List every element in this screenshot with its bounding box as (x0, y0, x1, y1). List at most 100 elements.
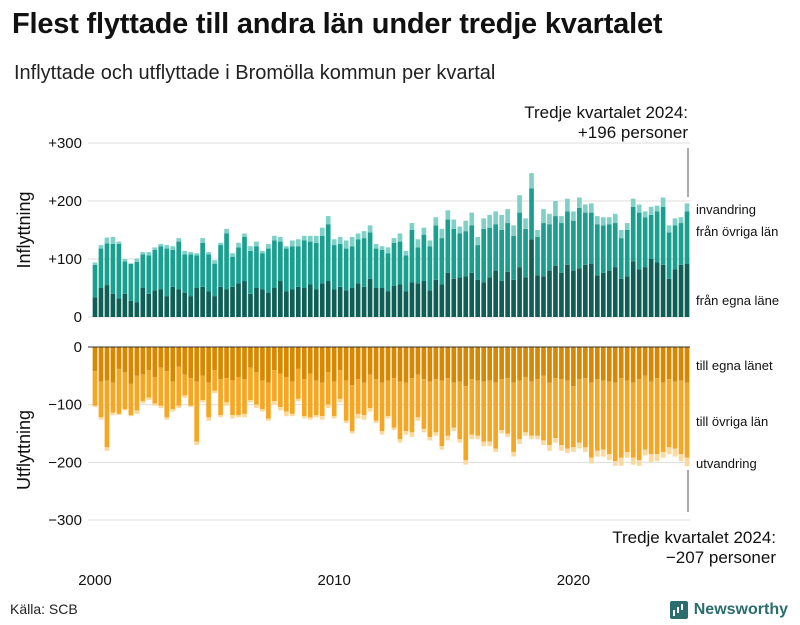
bar-ut-egna (541, 347, 546, 376)
bar-in-invandring (301, 235, 307, 241)
bar-ut-utvandring (373, 420, 379, 424)
bar-in-egna (457, 277, 463, 317)
bar-in-ovriga (642, 217, 648, 268)
bar-in-invandring (140, 252, 146, 255)
bar-in-egna (547, 270, 552, 317)
bar-in-invandring (313, 235, 319, 243)
bar-ut-utvandring (648, 454, 654, 463)
bar-ut-ovriga (319, 382, 325, 417)
bar-ut-egna (355, 347, 361, 380)
bar-in-invandring (547, 213, 552, 225)
bar-ut-ovriga (553, 378, 558, 439)
bar-ut-egna (600, 347, 606, 381)
bar-in-ovriga (278, 241, 283, 282)
bar-ut-egna (254, 347, 259, 373)
bar-ut-ovriga (463, 386, 469, 461)
bar-in-invandring (409, 223, 415, 230)
bar-ut-ovriga (176, 366, 182, 406)
bar-in-ovriga (98, 248, 104, 288)
bar-in-invandring (224, 228, 229, 234)
bar-ut-egna (457, 347, 463, 382)
bar-ut-utvandring (535, 435, 540, 440)
bar-ut-egna (260, 347, 265, 381)
bar-in-invandring (397, 233, 403, 242)
bar-ut-utvandring (284, 411, 289, 417)
bar-in-egna (200, 286, 205, 317)
annotation-bottom-line2: −207 personer (666, 548, 776, 567)
bar-in-invandring (469, 212, 475, 226)
bar-in-invandring (618, 230, 624, 239)
bar-ut-ovriga (194, 381, 199, 442)
bar-ut-ovriga (481, 381, 487, 442)
bar-ut-ovriga (331, 381, 337, 417)
bar-in-invandring (642, 211, 648, 218)
bar-in-egna (128, 300, 134, 317)
bar-ut-utvandring (505, 433, 510, 437)
source-note: Källa: SCB (10, 601, 78, 617)
bar-in-egna (397, 284, 403, 317)
bar-ut-utvandring (666, 447, 672, 455)
bar-ut-ovriga (451, 382, 457, 428)
bar-ut-utvandring (319, 416, 325, 420)
bar-ut-egna (559, 347, 564, 380)
bar-ut-utvandring (636, 460, 642, 466)
bar-ut-utvandring (481, 441, 487, 447)
bar-ut-utvandring (415, 417, 421, 421)
bar-ut-utvandring (110, 412, 116, 416)
bar-ut-egna (230, 347, 235, 381)
bar-in-ovriga (624, 230, 630, 277)
bar-ut-utvandring (98, 417, 104, 420)
bar-in-egna (553, 265, 558, 317)
bar-in-egna (134, 302, 140, 317)
bar-ut-egna (415, 347, 421, 375)
bar-ut-utvandring (409, 432, 415, 437)
bar-in-ovriga (421, 234, 427, 282)
bar-ut-utvandring (600, 449, 606, 457)
bar-in-invandring (606, 217, 612, 225)
bar-ut-utvandring (463, 460, 469, 465)
series-label-fran-egna-lane: från egna läne (696, 293, 779, 308)
bar-in-egna (577, 268, 582, 317)
bar-in-invandring (403, 250, 409, 256)
bar-in-invandring (666, 225, 672, 233)
bar-in-ovriga (475, 245, 481, 280)
bar-ut-utvandring (337, 398, 343, 403)
bar-ut-egna (577, 347, 582, 380)
bar-in-ovriga (134, 261, 140, 303)
bar-ut-utvandring (397, 439, 403, 443)
bar-ut-ovriga (475, 380, 481, 436)
bar-ut-ovriga (672, 381, 678, 449)
ytick-label-top: +100 (48, 251, 82, 268)
bar-in-egna (325, 281, 331, 317)
series-label-utvandring: utvandring (696, 456, 757, 471)
bar-in-invandring (367, 225, 373, 233)
bar-ut-egna (463, 347, 469, 387)
bar-in-egna (487, 277, 493, 317)
bar-ut-egna (409, 347, 415, 379)
bar-ut-utvandring (618, 457, 624, 466)
bar-in-egna (463, 276, 469, 317)
bar-in-invandring (272, 235, 277, 241)
bar-in-egna (182, 292, 188, 317)
bar-in-invandring (481, 218, 487, 229)
bar-in-ovriga (505, 223, 510, 272)
bar-ut-utvandring (511, 451, 516, 457)
bar-ut-egna (588, 347, 594, 383)
bar-in-ovriga (553, 216, 558, 266)
brand-logo[interactable]: Newsworthy (669, 601, 788, 619)
bar-in-ovriga (349, 246, 355, 288)
bar-in-invandring (439, 228, 445, 239)
bar-ut-ovriga (230, 380, 235, 416)
bar-ut-egna (152, 347, 158, 377)
bar-ut-egna (307, 347, 313, 374)
bar-ut-utvandring (499, 430, 504, 434)
bar-ut-utvandring (660, 451, 666, 458)
bar-ut-egna (278, 347, 283, 374)
bar-ut-ovriga (212, 370, 217, 391)
bar-in-ovriga (666, 232, 672, 279)
bar-in-ovriga (606, 224, 612, 271)
bar-ut-egna (182, 347, 188, 375)
bar-ut-ovriga (493, 382, 498, 449)
bar-in-egna (373, 288, 379, 317)
bar-in-ovriga (588, 212, 594, 264)
